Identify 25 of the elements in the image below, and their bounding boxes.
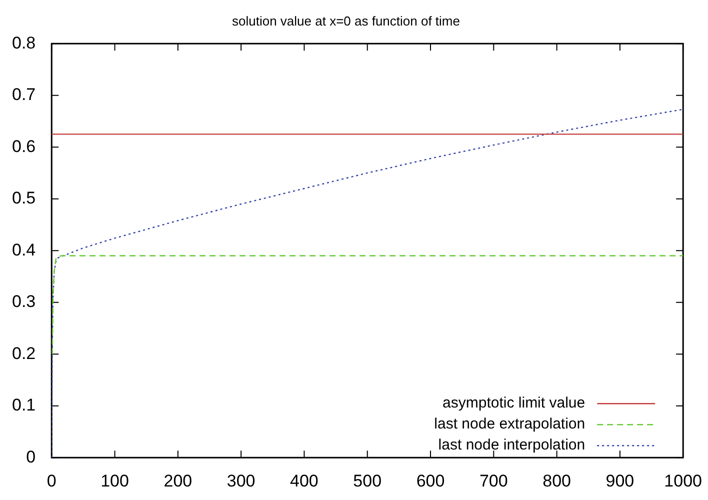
y-tick-label: 0.4	[12, 240, 36, 260]
x-tick-label: 100	[100, 471, 129, 490]
x-tick-label: 500	[353, 471, 382, 490]
x-tick-label: 400	[290, 471, 318, 490]
y-tick-label: 0.3	[12, 292, 36, 312]
line-series	[52, 255, 684, 355]
x-tick-label: 200	[164, 471, 192, 490]
x-tick-label: 0	[46, 471, 56, 490]
y-tick-label: 0.7	[12, 85, 36, 104]
x-tick-label: 900	[606, 471, 634, 490]
legend-label: last node interpolation	[438, 436, 586, 454]
y-tick-label: 0.2	[12, 344, 36, 363]
x-tick-label: 700	[479, 471, 508, 490]
x-tick-label: 300	[226, 471, 256, 490]
y-tick-label: 0	[26, 447, 36, 466]
y-tick-label: 0.1	[12, 396, 36, 415]
chart-title: solution value at x=0 as function of time	[232, 13, 460, 28]
y-tick-label: 0.8	[12, 33, 36, 52]
legend-label: last node extrapolation	[434, 416, 586, 433]
y-tick-label: 0.6	[12, 136, 36, 156]
x-tick-label: 600	[416, 471, 445, 490]
y-tick-label: 0.5	[12, 188, 36, 208]
x-tick-label: 800	[542, 471, 571, 490]
legend-label: asymptotic limit value	[442, 394, 586, 412]
x-tick-label: 1000	[664, 471, 702, 490]
